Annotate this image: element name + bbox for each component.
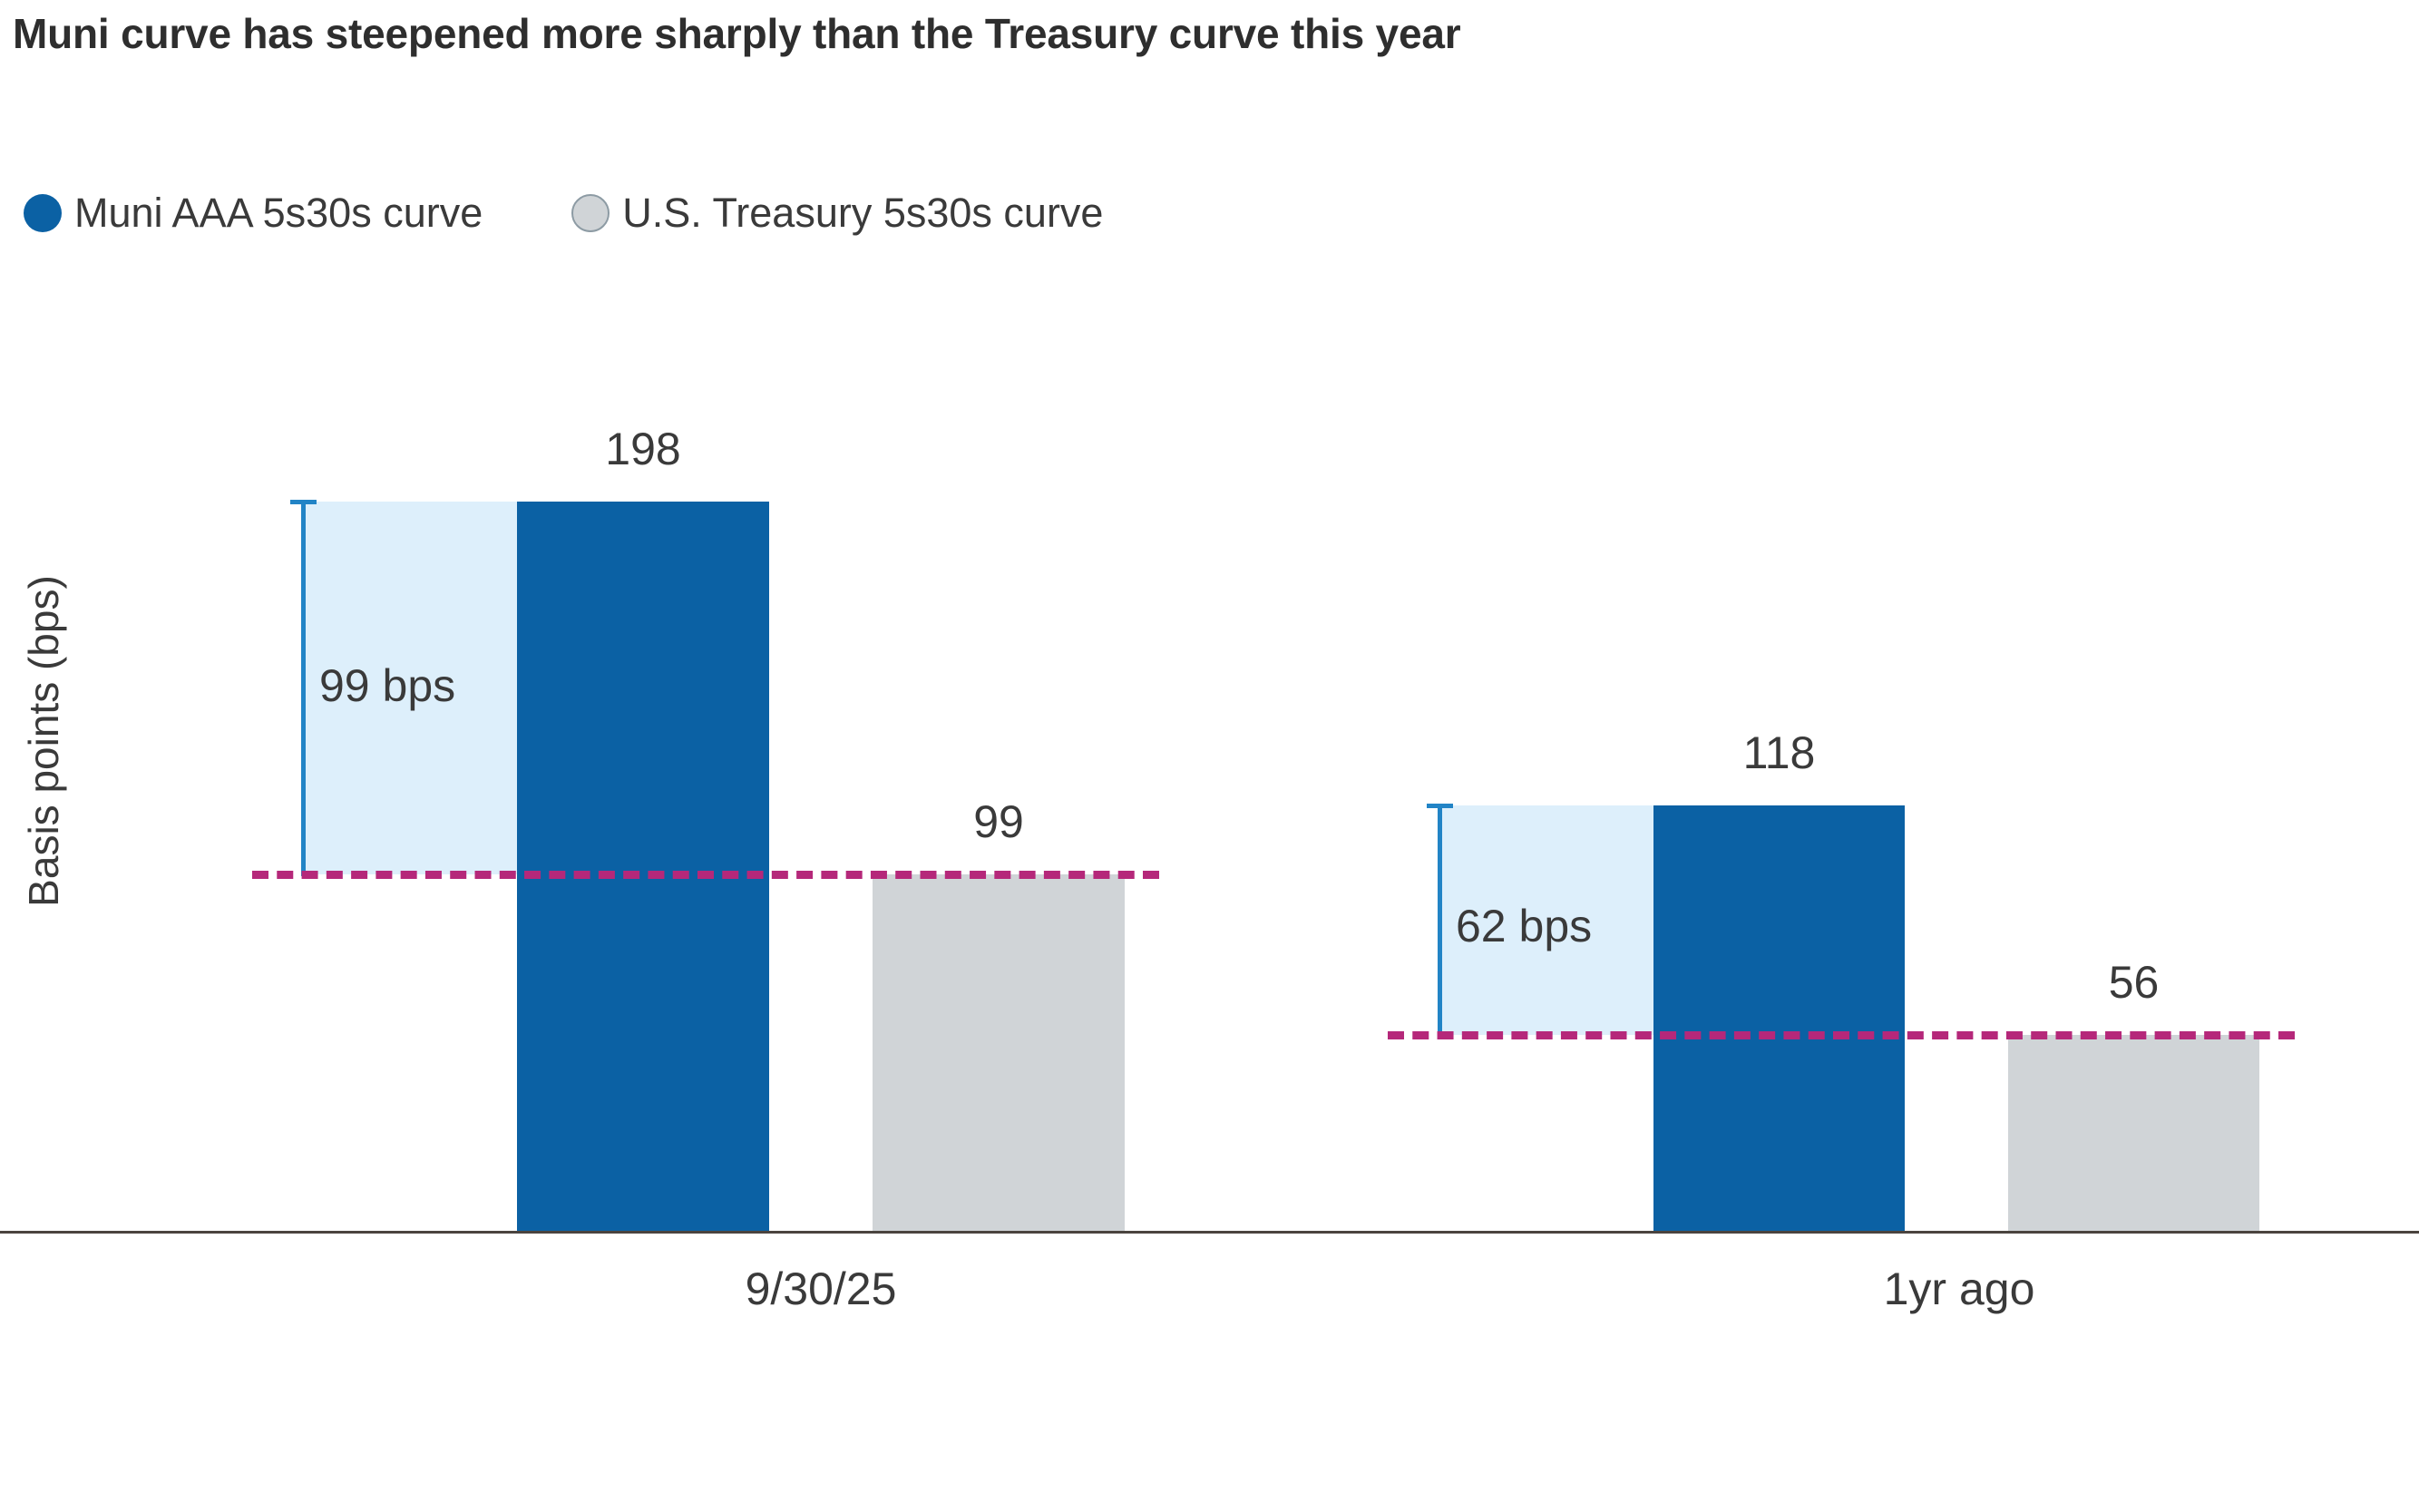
bar-value-treasury-group-1: 99 (973, 796, 1024, 847)
x-axis-label-group-1: 9/30/25 (745, 1263, 897, 1314)
legend-marker-circle-icon-treasury (571, 193, 610, 232)
bar-value-muni-group-2: 118 (1742, 727, 1816, 778)
chart-title: Muni curve has steepened more sharply th… (13, 10, 1461, 57)
bar-treasury-group-2[interactable] (2008, 1035, 2259, 1231)
delta-label-group-1: 99 bps (319, 660, 456, 711)
legend-item-treasury[interactable]: U.S. Treasury 5s30s curve (571, 192, 1103, 233)
bar-treasury-group-1[interactable] (873, 874, 1125, 1231)
delta-rule-group-2 (1438, 804, 1442, 1037)
delta-box-group-2 (1439, 805, 1653, 1035)
bar-muni-group-1[interactable] (517, 502, 769, 1231)
bar-value-muni-group-1: 198 (605, 424, 681, 474)
reference-line-group-1 (252, 871, 1159, 879)
delta-box-group-1 (302, 502, 517, 874)
x-axis-label-group-2: 1yr ago (1883, 1263, 2035, 1314)
x-axis-baseline (0, 1231, 2419, 1234)
bar-muni-group-2[interactable] (1653, 805, 1905, 1231)
legend-marker-circle-icon-muni (24, 193, 62, 232)
bar-value-treasury-group-2: 56 (2108, 957, 2160, 1008)
legend-label-muni: Muni AAA 5s30s curve (74, 190, 483, 236)
reference-line-group-2 (1388, 1031, 2295, 1039)
legend-item-muni[interactable]: Muni AAA 5s30s curve (24, 192, 483, 233)
y-axis-title: Basis points (bps) (20, 575, 67, 907)
delta-rule-group-1 (301, 500, 306, 876)
legend-label-treasury: U.S. Treasury 5s30s curve (622, 190, 1104, 236)
delta-label-group-2: 62 bps (1456, 901, 1593, 951)
chart-legend: Muni AAA 5s30s curve U.S. Treasury 5s30s… (24, 192, 1103, 233)
